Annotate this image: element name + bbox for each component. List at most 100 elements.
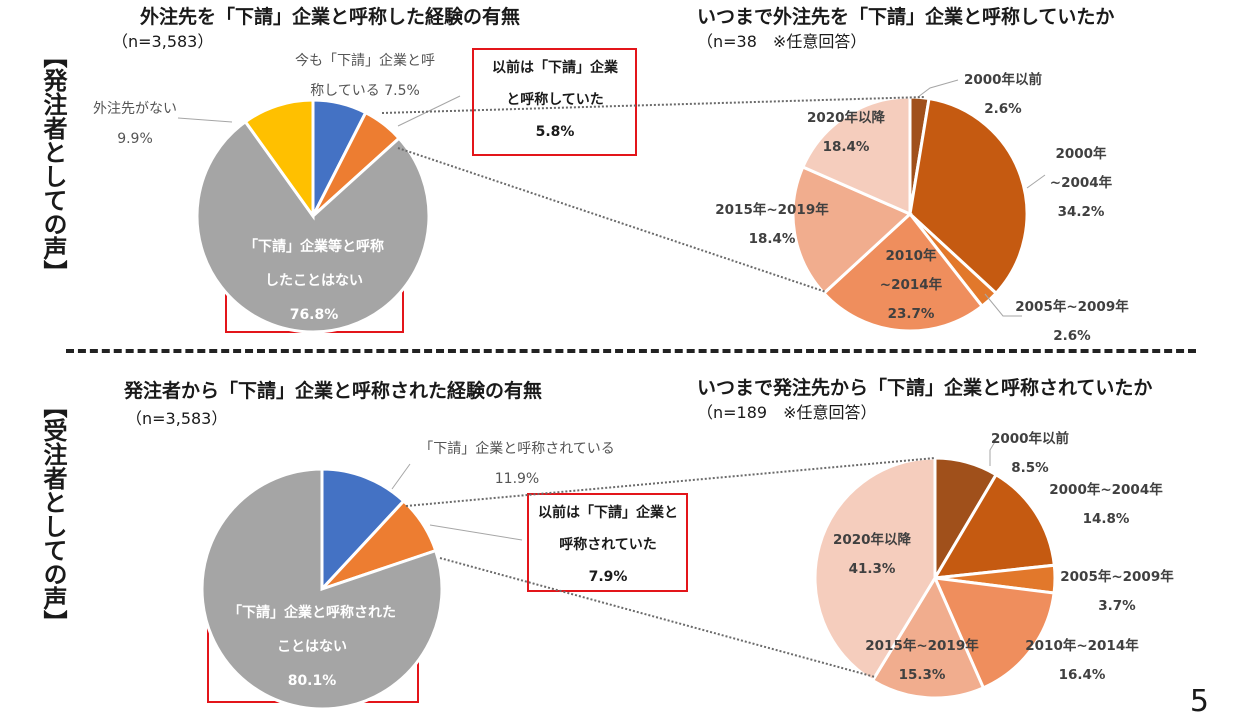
chart4-slice-2-label-line-1: 2000年~2004年 [1049, 482, 1163, 498]
chart4-slice-2-label: 2000年~2004年 14.8% [1036, 476, 1176, 534]
chart3-slice-3-label-line-3: 80.1% [287, 673, 337, 689]
chart1-slice-3-label-line-1: 「下請」企業等と呼称 [244, 239, 384, 255]
chart2-title: いつまで外注先を「下請」企業と呼称していたか [697, 6, 1115, 28]
highlight-box-previously-called [472, 48, 637, 156]
chart3-title: 発注者から「下請」企業と呼称された経験の有無 [124, 380, 543, 402]
chart4-slice-1-label: 2000年以前 8.5% [970, 425, 1090, 483]
chart1-slice-2-label-line-2: と呼称していた [506, 92, 604, 108]
chart4-slice-2-label-line-2: 14.8% [1082, 511, 1130, 527]
chart4-slice-5 [870, 574, 986, 700]
chart3-slice-2-label-line-1: 以前は「下請」企業と [538, 505, 678, 521]
chart4-slice-1-label-line-1: 2000年以前 [990, 431, 1070, 447]
chart4-slice-6-label-line-1: 2020年以降 [832, 532, 912, 548]
chart2-slice-1-label-line-2: 2.6% [984, 101, 1022, 117]
contractor-side-label: 【受注者としての声】 [39, 394, 67, 634]
chart2-slice-2-label-line-3: 34.2% [1057, 204, 1105, 220]
connector-line-4 [439, 557, 876, 678]
chart3-slice-1-label-line-1: 「下請」企業と呼称されている [419, 441, 615, 457]
chart1-slice-3-label: 「下請」企業等と呼称 したことはない 76.8% [229, 230, 399, 332]
chart2-slice-5-label: 2015年~2019年 18.4% [707, 196, 837, 254]
chart2-slice-5 [791, 165, 913, 296]
chart2-slice-4-label-line-3: 23.7% [887, 306, 935, 322]
chart2-slice-3-label: 2005年~2009年 2.6% [997, 293, 1147, 351]
chart1-slice-1-label-line-1: 今も「下請」企業と呼 [295, 53, 435, 69]
chart1-title: 外注先を「下請」企業と呼称した経験の有無 [140, 6, 521, 28]
connector-line-2 [397, 147, 827, 293]
page-number: 5 [1189, 684, 1209, 719]
chart4-slice-6-label: 2020年以降 41.3% [817, 526, 927, 584]
chart3-slice-2-label-line-3: 7.9% [588, 569, 628, 585]
chart2-slice-6-label-line-1: 2020年以降 [806, 110, 886, 126]
chart2-slice-2-label-line-2: ~2004年 [1049, 175, 1113, 191]
chart3-slice-1-label-line-2: 11.9% [494, 471, 540, 487]
chart4-slice-4-label: 2010年~2014年 16.4% [1012, 632, 1152, 690]
chart1-slice-1-label-line-2: 称している 7.5% [310, 83, 420, 99]
chart4-slice-6 [813, 456, 937, 683]
chart2-slice-4-label: 2010年 ~2014年 23.7% [866, 242, 956, 329]
chart3-leader-line-2 [429, 524, 523, 541]
chart3-slice-2-label: 以前は「下請」企業と 呼称されていた 7.9% [528, 497, 688, 593]
chart2-slice-4-label-line-1: 2010年 [885, 248, 937, 264]
chart1-slice-2-label-line-1: 以前は「下請」企業 [492, 60, 618, 76]
chart4-leader-line-1 [989, 439, 997, 466]
chart1-slice-2-label-line-3: 5.8% [535, 124, 575, 140]
chart2-slice-4-label-line-2: ~2014年 [879, 277, 943, 293]
chart2-leader-line-3 [984, 293, 1022, 317]
chart3-slice-1-label: 「下請」企業と呼称されている 11.9% [397, 434, 637, 494]
chart3-slice-3 [200, 467, 444, 711]
chart4-slice-4-label-line-2: 16.4% [1058, 667, 1106, 683]
chart2-slice-2-label-line-1: 2000年 [1055, 146, 1107, 162]
chart4-slice-5-label-line-1: 2015年~2019年 [865, 638, 979, 654]
chart4-slice-5-label-line-2: 15.3% [898, 667, 946, 683]
chart1-slice-4-label: 外注先がない 9.9% [75, 94, 195, 154]
chart1-leader-line-1 [397, 95, 461, 127]
chart1-slice-2-label: 以前は「下請」企業 と呼称していた 5.8% [470, 52, 640, 148]
chart3-slice-3-label-line-1: 「下請」企業と呼称された [228, 605, 396, 621]
chart1-slice-4 [243, 98, 315, 221]
chart3-leader-line-1 [391, 463, 411, 490]
chart4-slice-5-label: 2015年~2019年 15.3% [852, 632, 992, 690]
chart1-subtitle: （n=3,583） [112, 32, 214, 51]
chart2-slice-5-label-line-1: 2015年~2019年 [715, 202, 829, 218]
highlight-box-previously-called-contractor [527, 493, 688, 592]
chart2-slice-2-label: 2000年 ~2004年 34.2% [1026, 140, 1136, 227]
chart1-slice-3 [195, 119, 431, 334]
chart2-slice-2 [908, 96, 1029, 296]
chart1-slice-3-label-line-3: 76.8% [289, 307, 339, 323]
chart2-slice-1-label-line-1: 2000年以前 [963, 72, 1043, 88]
chart2-leader-line-2 [1026, 174, 1046, 189]
chart3-slice-2-label-line-2: 呼称されていた [559, 537, 657, 553]
chart4-slice-1-label-line-2: 8.5% [1011, 460, 1049, 476]
chart1-slice-1-label: 今も「下請」企業と呼 称している 7.5% [265, 46, 465, 106]
connector-line-1 [381, 96, 926, 114]
chart3-slice-3-label: 「下請」企業と呼称された ことはない 80.1% [212, 596, 412, 698]
chart4-title: いつまで発注先から「下請」企業と呼称されていたか [697, 377, 1153, 399]
chart3-slice-3-label-line-2: ことはない [277, 639, 347, 655]
chart1-slice-4-label-line-2: 9.9% [117, 131, 153, 147]
chart1-leader-line-4 [177, 117, 233, 123]
chart4-slice-2 [932, 472, 1056, 580]
chart4-slice-3-label-line-1: 2005年~2009年 [1060, 569, 1174, 585]
chart4-slice-3-label-line-2: 3.7% [1098, 598, 1136, 614]
chart2-slice-3-label-line-1: 2005年~2009年 [1015, 299, 1129, 315]
chart1-slice-4-label-line-1: 外注先がない [93, 101, 177, 117]
chart2-subtitle: （n=38 ※任意回答） [697, 32, 867, 51]
chart3-slice-1 [320, 467, 406, 593]
chart2-slice-3-label-line-2: 2.6% [1053, 328, 1091, 344]
chart4-slice-6-label-line-2: 41.3% [848, 561, 896, 577]
chart3-subtitle: （n=3,583） [126, 409, 228, 428]
chart4-slice-3-label: 2005年~2009年 3.7% [1042, 563, 1192, 621]
chart4-slice-4 [932, 576, 1056, 690]
orderer-side-label: 【発注者としての声】 [39, 44, 67, 284]
chart4-slice-4-label-line-1: 2010年~2014年 [1025, 638, 1139, 654]
chart1-slice-3-label-line-2: したことはない [265, 273, 363, 289]
chart2-slice-6-label-line-2: 18.4% [822, 139, 870, 155]
chart2-leader-line-1 [917, 79, 959, 98]
chart2-slice-4 [821, 211, 985, 333]
chart2-slice-5-label-line-2: 18.4% [748, 231, 796, 247]
chart2-slice-6-label: 2020年以降 18.4% [791, 104, 901, 162]
connector-line-3 [405, 457, 936, 507]
chart2-slice-1-label: 2000年以前 2.6% [943, 66, 1063, 124]
chart4-subtitle: （n=189 ※任意回答） [697, 403, 877, 422]
